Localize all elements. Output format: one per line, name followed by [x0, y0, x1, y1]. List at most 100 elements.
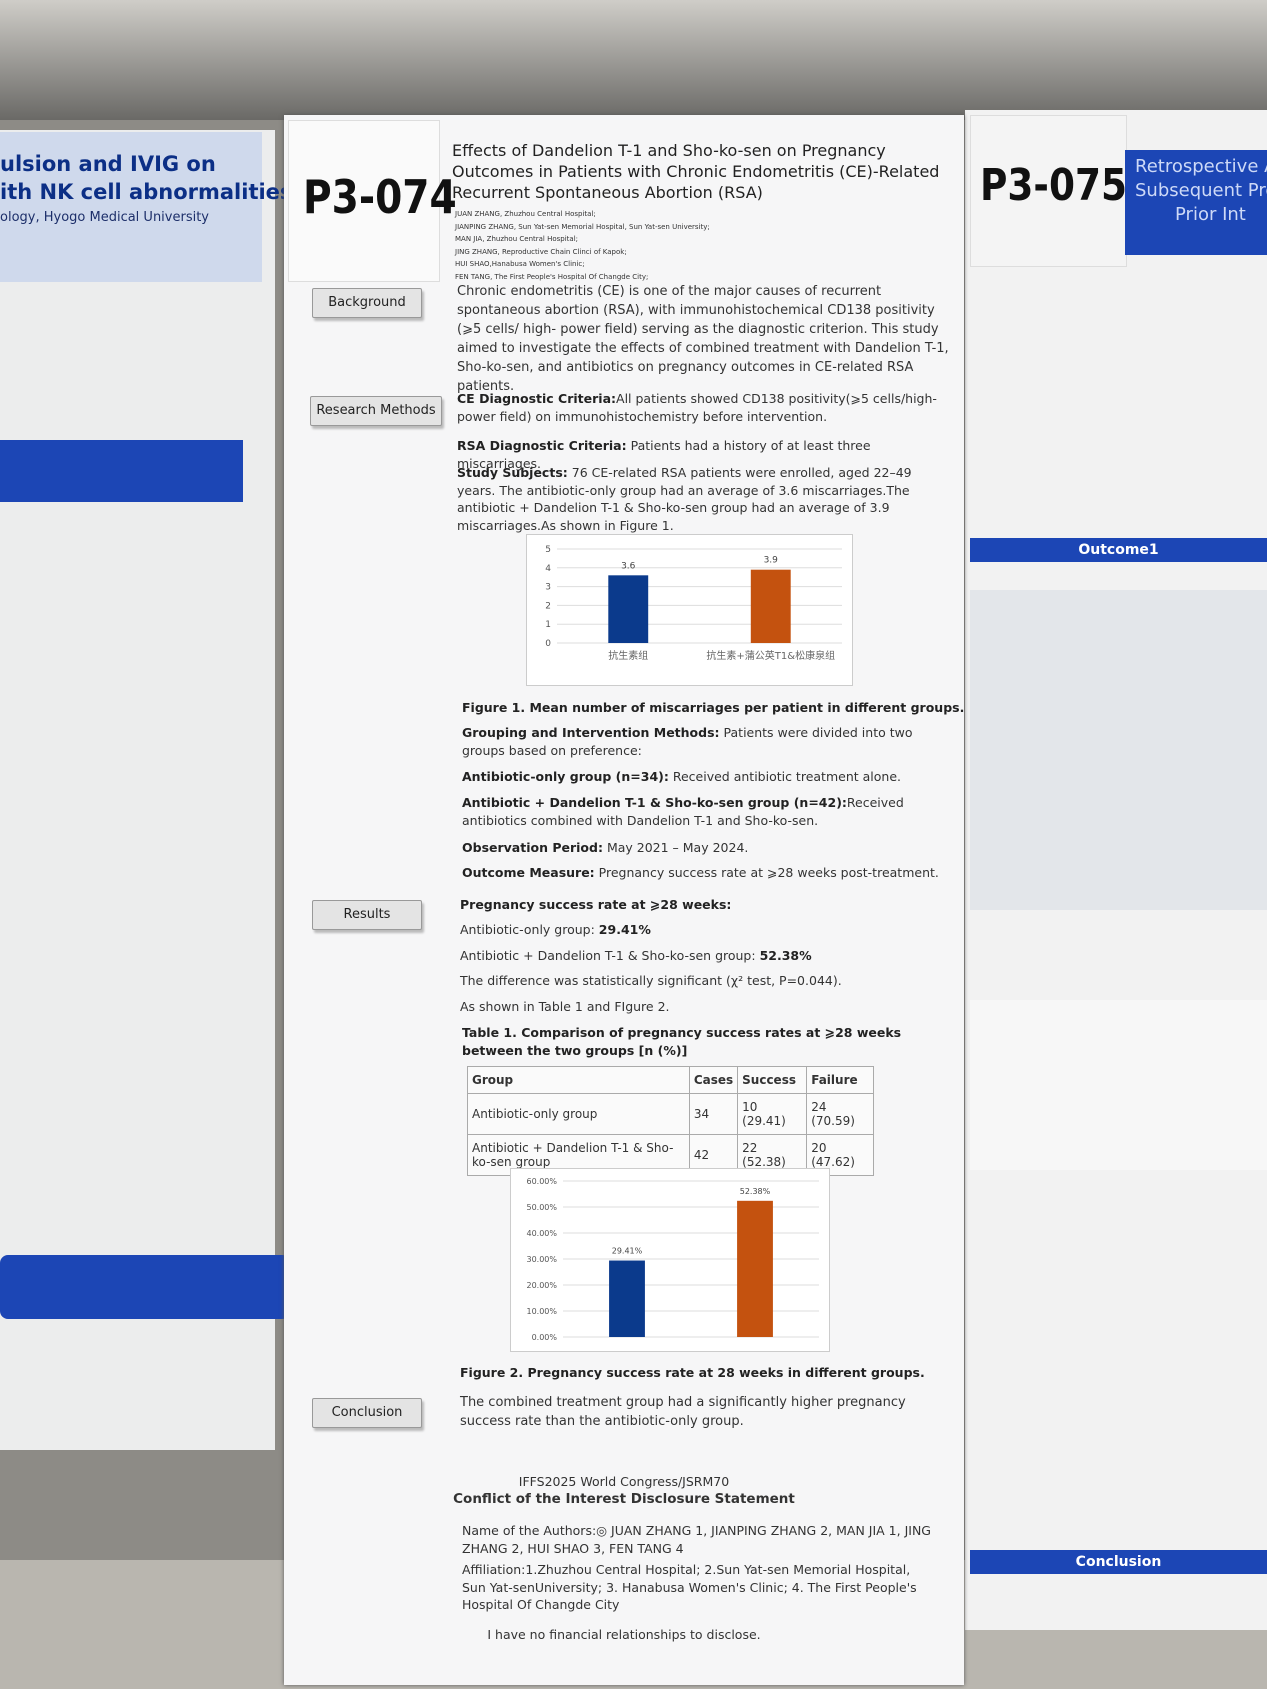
text: Pregnancy success rate at ⩾28 weeks post…: [598, 865, 939, 880]
label: Study Subjects:: [457, 465, 568, 480]
left-blue-box: [0, 1255, 290, 1319]
group-item: Grouping and Intervention Methods: Patie…: [462, 724, 957, 759]
table-caption: Table 1. Comparison of pregnancy success…: [462, 1025, 902, 1058]
section-tab: Research Methods: [310, 396, 442, 426]
y-tick-label: 10.00%: [526, 1307, 557, 1316]
label: Pregnancy success rate at ⩾28 weeks:: [460, 897, 732, 912]
section-tab: Conclusion: [312, 1398, 422, 1428]
figure2-chart: 0.00% 10.00% 20.00% 30.00% 40.00% 50.00% 60.00…: [510, 1168, 830, 1352]
author: FEN TANG, The First People's Hospital Of…: [455, 272, 649, 281]
label: Antibiotic + Dandelion T-1 & Sho-ko-sen …: [462, 795, 847, 810]
label: Observation Period:: [462, 840, 603, 855]
right-outcome-bar: Outcome1: [970, 538, 1267, 562]
y-tick-label: 5: [545, 545, 551, 555]
td: Antibiotic-only group: [467, 1093, 690, 1135]
left-affiliation: ology, Hyogo Medical University: [0, 210, 210, 225]
td: 24 (70.59): [806, 1093, 874, 1135]
author: JUAN ZHANG, Zhuzhou Central Hospital;: [455, 210, 596, 218]
th: Success: [737, 1066, 808, 1094]
result-line: Antibiotic + Dandelion T-1 & Sho-ko-sen …: [460, 947, 812, 965]
ceiling: [0, 0, 1267, 120]
bar: [737, 1200, 773, 1337]
text: Received antibiotics combined with Dande…: [462, 795, 904, 828]
congress: IFFS2025 World Congress/JSRM70: [518, 1474, 730, 1489]
text: All patients showed CD138 positivity(⩾5 …: [457, 391, 937, 424]
group-item: Antibiotic-only group (n=34): Received a…: [462, 768, 957, 786]
label: Outcome Measure:: [462, 865, 595, 880]
th: Group: [467, 1066, 690, 1094]
author: HUI SHAO,Hanabusa Women's Clinic;: [455, 260, 585, 268]
td: 34: [688, 1093, 739, 1135]
bar: [750, 569, 791, 643]
value-label: 3.6: [621, 561, 636, 571]
y-tick-label: 40.00%: [526, 1229, 557, 1238]
method-item: RSA Diagnostic Criteria: Patients had a …: [457, 437, 952, 472]
left-title: ulsion and IVIG on ith NK cell abnormalit…: [0, 150, 292, 206]
disclosure-statement: I have no financial relationships to dis…: [487, 1627, 761, 1642]
label: Antibiotic-only group:: [460, 922, 599, 937]
figure1-chart: 0 1 2 3 4 5 3.6 抗生素组 3.9 抗生素+蒲公英T1&松康泉组: [526, 534, 853, 686]
x-tick-label: 抗生素+蒲公英T1&松康泉组: [706, 649, 835, 662]
disclosure-authors: Name of the Authors:◎ JUAN ZHANG 1, JIAN…: [462, 1523, 931, 1556]
label: RSA Diagnostic Criteria:: [457, 438, 627, 453]
y-tick-label: 1: [545, 620, 551, 630]
background-text: Chronic endometritis (CE) is one of the …: [457, 284, 949, 394]
method-item: CE Diagnostic Criteria:All patients show…: [457, 390, 952, 425]
right-conclusion-bar: Conclusion: [970, 1550, 1267, 1574]
text: Received antibiotic treatment alone.: [672, 769, 901, 784]
author: MAN JIA, Zhuzhou Central Hospital;: [455, 235, 579, 243]
group-item: Observation Period: May 2021 – May 2024.: [462, 839, 957, 857]
figure-caption: Figure 1. Mean number of miscarriages pe…: [462, 700, 965, 715]
section-tab: Results: [312, 900, 422, 930]
value: 29.41%: [598, 922, 651, 937]
th: Cases: [688, 1066, 739, 1094]
label: Antibiotic-only group (n=34):: [462, 769, 669, 784]
result-line: Antibiotic-only group: 29.41%: [460, 921, 651, 939]
y-tick-label: 60.00%: [526, 1177, 557, 1186]
left-header: [0, 132, 262, 282]
y-tick-label: 50.00%: [526, 1203, 557, 1212]
method-item: Study Subjects: 76 CE-related RSA patien…: [457, 464, 952, 534]
right-title-line: Subsequent Preg: [1135, 180, 1267, 201]
right-table: [970, 590, 1267, 910]
bar: [608, 575, 649, 643]
y-tick-label: 0: [545, 639, 551, 649]
left-blue-box: [0, 440, 243, 502]
text: Patients had a history of at least three…: [457, 438, 871, 471]
id-card: [288, 120, 440, 282]
text: May 2021 – May 2024.: [606, 840, 749, 855]
text: Patients were divided into two groups ba…: [462, 725, 913, 758]
results-lead: Pregnancy success rate at ⩾28 weeks:: [460, 896, 731, 914]
right-pie-area: [970, 1000, 1267, 1170]
right-title-line: Retrospective A: [1135, 156, 1267, 177]
disclosure-title: Conflict of the Interest Disclosure Stat…: [453, 1491, 795, 1507]
value-label: 29.41%: [612, 1247, 643, 1256]
y-tick-label: 20.00%: [526, 1281, 557, 1290]
th: Failure: [806, 1066, 874, 1094]
value-label: 52.38%: [740, 1187, 771, 1196]
conclusion-text: The combined treatment group had a signi…: [460, 1395, 906, 1429]
poster-id: P3-074: [303, 170, 457, 224]
y-tick-label: 0.00%: [532, 1333, 558, 1342]
left-title-line: ulsion and IVIG on: [0, 152, 216, 176]
text: 76 CE-related RSA patients were enrolled…: [457, 465, 912, 533]
x-tick-label: 抗生素组: [608, 649, 648, 662]
author: JING ZHANG, Reproductive Chain Clinci of…: [455, 247, 627, 256]
group-item: Antibiotic + Dandelion T-1 & Sho-ko-sen …: [462, 794, 957, 829]
left-title-line: ith NK cell abnormalities: [0, 180, 293, 204]
y-tick-label: 3: [545, 583, 551, 593]
value-label: 3.9: [764, 556, 779, 566]
right-title-line: Prior Int: [1175, 204, 1246, 225]
figure-caption: Figure 2. Pregnancy success rate at 28 w…: [460, 1365, 925, 1380]
label: Antibiotic + Dandelion T-1 & Sho-ko-sen …: [460, 948, 760, 963]
group-item: Outcome Measure: Pregnancy success rate …: [462, 864, 957, 882]
label: CE Diagnostic Criteria:: [457, 391, 617, 406]
section-tab: Background: [312, 288, 422, 318]
label: Grouping and Intervention Methods:: [462, 725, 720, 740]
y-tick-label: 2: [545, 601, 551, 611]
result-note: The difference was statistically signifi…: [460, 973, 842, 988]
poster-title: Effects of Dandelion T-1 and Sho-ko-sen …: [452, 141, 940, 202]
y-tick-label: 30.00%: [526, 1255, 557, 1264]
table: Group Cases Success Failure Antibiotic-only…: [467, 1066, 874, 1176]
td: 10 (29.41): [737, 1093, 808, 1135]
